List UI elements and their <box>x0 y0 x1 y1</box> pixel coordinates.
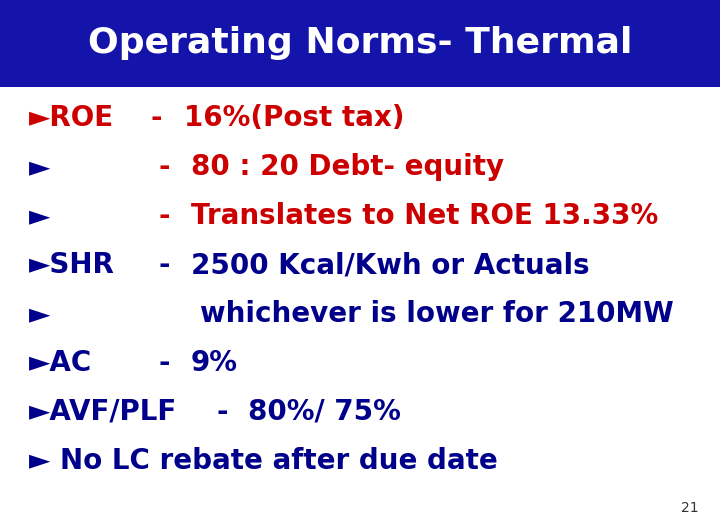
Text: ►SHR: ►SHR <box>29 251 114 279</box>
Text: -: - <box>151 104 172 133</box>
Text: -: - <box>158 251 170 279</box>
Text: Operating Norms- Thermal: Operating Norms- Thermal <box>88 26 632 60</box>
Text: whichever is lower for 210MW: whichever is lower for 210MW <box>200 300 674 328</box>
Text: ►ROE: ►ROE <box>29 104 114 133</box>
Text: ►: ► <box>29 153 50 181</box>
Text: -: - <box>158 153 170 181</box>
Text: ►AC: ►AC <box>29 349 92 377</box>
Text: Translates to Net ROE 13.33%: Translates to Net ROE 13.33% <box>191 202 658 230</box>
Text: ►: ► <box>29 300 50 328</box>
Text: 21: 21 <box>681 501 698 515</box>
Text: 80 : 20 Debt- equity: 80 : 20 Debt- equity <box>191 153 504 181</box>
Text: ► No LC rebate after due date: ► No LC rebate after due date <box>29 447 498 475</box>
Text: ►: ► <box>29 202 50 230</box>
Text: ►AVF/PLF: ►AVF/PLF <box>29 398 177 426</box>
Text: 2500 Kcal/Kwh or Actuals: 2500 Kcal/Kwh or Actuals <box>191 251 590 279</box>
Bar <box>0 0 720 87</box>
Text: 9%: 9% <box>191 349 238 377</box>
Text: -: - <box>216 398 228 426</box>
Text: -: - <box>158 349 170 377</box>
Text: 16%(Post tax): 16%(Post tax) <box>184 104 404 133</box>
Text: -: - <box>158 202 170 230</box>
Text: 80%/ 75%: 80%/ 75% <box>248 398 401 426</box>
